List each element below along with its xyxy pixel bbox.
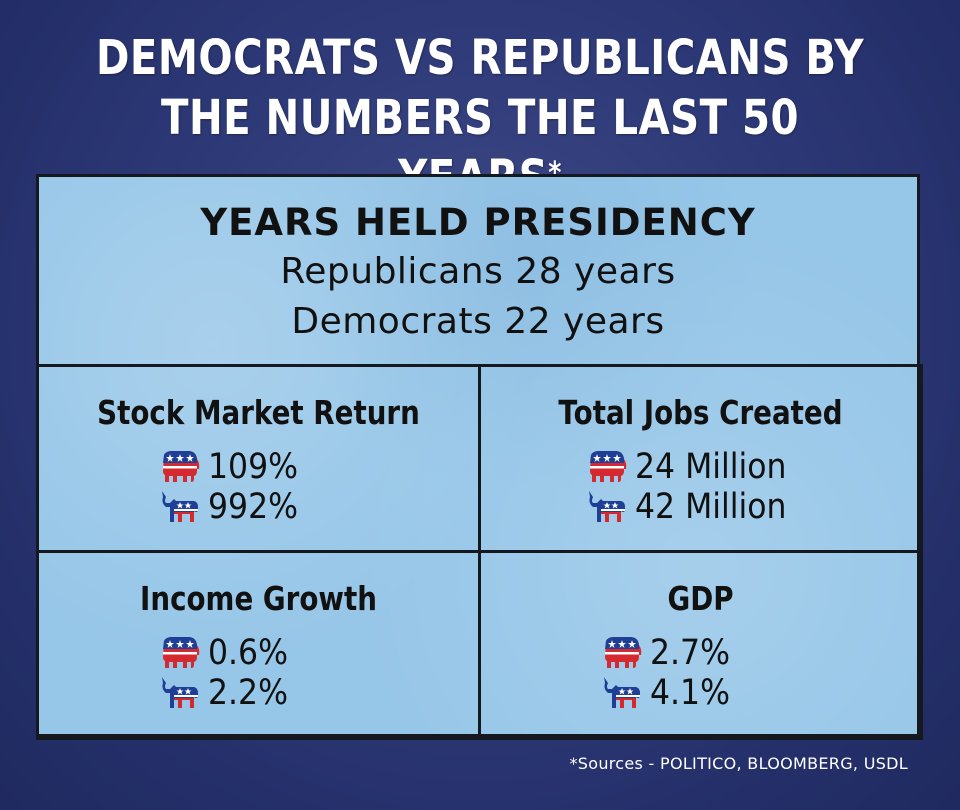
- democrat-value: 992%: [207, 487, 298, 527]
- headline-line-2: THE NUMBERS THE LAST 50 YEARS*: [77, 88, 883, 208]
- stat-rows: 2.7% 4.1%: [481, 633, 920, 713]
- headline: DEMOCRATS VS REPUBLICANS BY THE NUMBERS …: [77, 28, 883, 208]
- headline-line-1: DEMOCRATS VS REPUBLICANS BY: [96, 30, 864, 86]
- donkey-icon: [160, 489, 200, 525]
- donkey-icon: [160, 675, 200, 711]
- stat-rows: 24 Million 42 Million: [481, 447, 920, 527]
- sources-footnote: *Sources - POLITICO, BLOOMBERG, USDL: [569, 754, 908, 773]
- republican-value: 2.7%: [649, 633, 730, 673]
- republican-value: 0.6%: [207, 633, 288, 673]
- democrat-row: 4.1%: [481, 673, 920, 713]
- elephant-icon: [587, 449, 627, 485]
- stats-panel: YEARS HELD PRESIDENCY Republicans 28 yea…: [36, 174, 923, 740]
- stat-title: Total Jobs Created: [558, 393, 843, 432]
- republican-value: 24 Million: [634, 447, 787, 487]
- democrat-row: 2.2%: [39, 673, 478, 713]
- elephant-icon: [160, 449, 200, 485]
- donkey-icon: [602, 675, 642, 711]
- republican-value: 109%: [207, 447, 298, 487]
- stat-cell-stock-market: Stock Market Return 109% 992%: [36, 364, 481, 553]
- stat-title: Stock Market Return: [97, 393, 420, 432]
- republican-row: 109%: [39, 447, 478, 487]
- stat-cell-gdp: GDP 2.7% 4.1%: [478, 550, 923, 740]
- democrat-value: 4.1%: [649, 673, 730, 713]
- stat-cell-total-jobs: Total Jobs Created 24 Million 42 Million: [478, 364, 923, 553]
- stat-title: GDP: [667, 579, 734, 618]
- presidency-democrats: Democrats 22 years: [291, 301, 665, 342]
- democrat-row: 42 Million: [481, 487, 920, 527]
- elephant-icon: [602, 635, 642, 671]
- stat-rows: 109% 992%: [39, 447, 478, 527]
- donkey-icon: [587, 489, 627, 525]
- democrat-row: 992%: [39, 487, 478, 527]
- republican-row: 0.6%: [39, 633, 478, 673]
- democrat-value: 42 Million: [634, 487, 787, 527]
- republican-row: 24 Million: [481, 447, 920, 487]
- democrat-value: 2.2%: [207, 673, 288, 713]
- presidency-cell: YEARS HELD PRESIDENCY Republicans 28 yea…: [36, 174, 920, 367]
- republican-row: 2.7%: [481, 633, 920, 673]
- stat-title: Income Growth: [140, 579, 377, 618]
- presidency-republicans: Republicans 28 years: [280, 251, 676, 292]
- stat-rows: 0.6% 2.2%: [39, 633, 478, 713]
- elephant-icon: [160, 635, 200, 671]
- presidency-title: YEARS HELD PRESIDENCY: [200, 201, 756, 244]
- stat-cell-income-growth: Income Growth 0.6% 2.2%: [36, 550, 481, 740]
- headline-line-2-text: THE NUMBERS THE LAST 50 YEARS: [161, 90, 799, 206]
